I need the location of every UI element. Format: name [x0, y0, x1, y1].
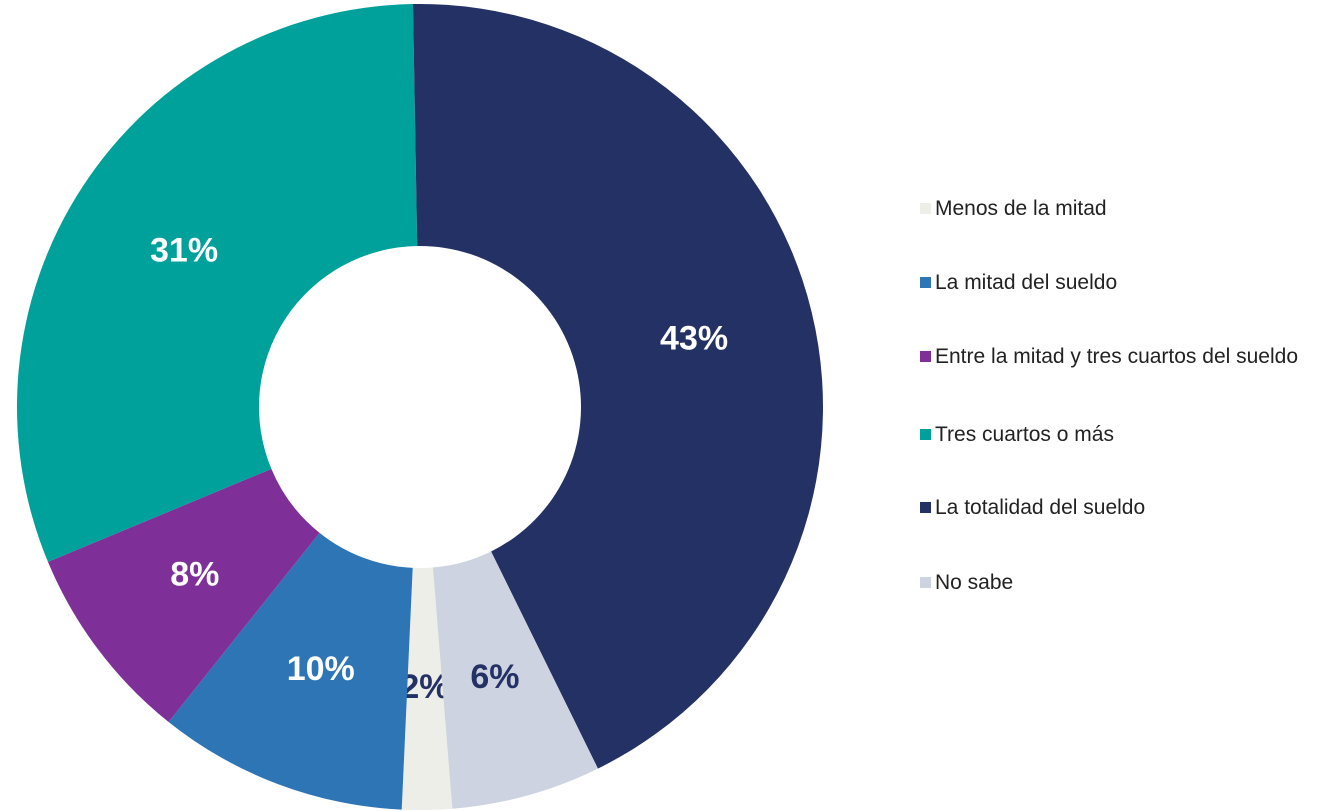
- data-label: 43%: [660, 320, 728, 358]
- legend-label: Entre la mitad y tres cuartos del sueldo: [935, 345, 1299, 368]
- legend-item: No sabe: [920, 570, 1315, 595]
- slice: [16, 4, 418, 562]
- legend-swatch: [920, 502, 931, 513]
- legend-label: Tres cuartos o más: [935, 423, 1114, 446]
- legend-item: Tres cuartos o más: [920, 422, 1315, 447]
- legend-item: La mitad del sueldo: [920, 270, 1315, 295]
- legend-swatch: [920, 577, 931, 588]
- legend-swatch: [920, 203, 931, 214]
- legend-swatch: [920, 351, 931, 362]
- legend-swatch: [920, 429, 931, 440]
- data-label: 31%: [150, 232, 218, 270]
- slice: [412, 3, 823, 769]
- data-label: 10%: [287, 650, 355, 688]
- slice: [47, 468, 320, 722]
- slice: [432, 551, 598, 809]
- legend-label: La totalidad del sueldo: [935, 496, 1146, 519]
- data-label: 2%: [400, 668, 449, 706]
- data-label: 8%: [170, 556, 219, 594]
- data-label: 6%: [470, 658, 519, 696]
- slice: [168, 532, 413, 810]
- legend-label: Menos de la mitad: [935, 197, 1107, 220]
- legend-label: La mitad del sueldo: [935, 271, 1118, 294]
- legend-swatch: [920, 277, 931, 288]
- legend-label: No sabe: [935, 571, 1014, 594]
- legend-item: La totalidad del sueldo: [920, 495, 1315, 520]
- slice: [401, 567, 453, 810]
- legend-item: Entre la mitad y tres cuartos del sueldo: [920, 344, 1315, 369]
- legend-item: Menos de la mitad: [920, 196, 1315, 221]
